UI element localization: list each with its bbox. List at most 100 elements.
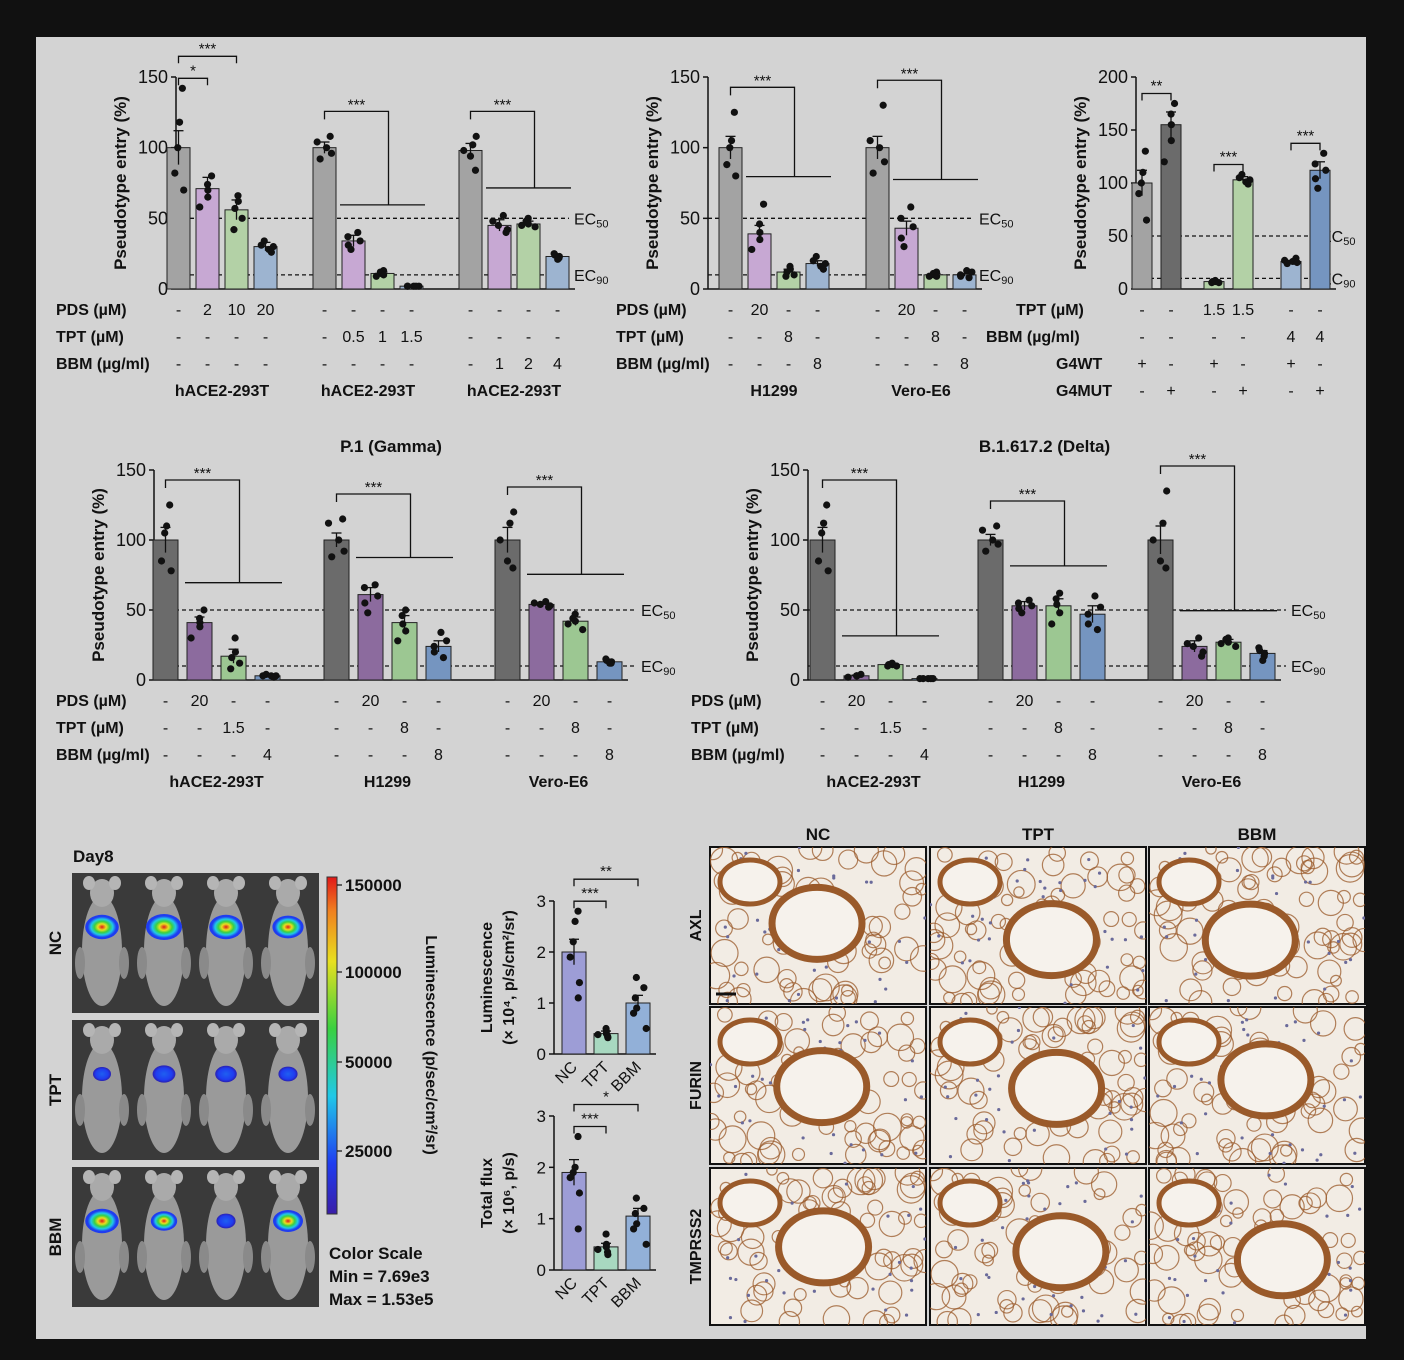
condition-value: 4 <box>1287 329 1296 346</box>
mouse-leg <box>243 1094 253 1126</box>
data-point <box>163 522 171 530</box>
alveolus <box>1192 960 1213 981</box>
nucleus <box>1015 879 1019 883</box>
data-point <box>1162 564 1170 572</box>
nucleus <box>1319 1153 1323 1157</box>
condition-value: - <box>163 747 168 764</box>
alveolus <box>1076 1015 1094 1032</box>
alveolus <box>868 947 895 974</box>
data-point <box>200 606 208 614</box>
alveolus <box>860 1031 883 1054</box>
alveolus <box>1032 1007 1054 1028</box>
data-point <box>340 547 348 555</box>
data-point <box>1311 175 1320 183</box>
data-point <box>267 248 275 256</box>
sig-label: *** <box>581 885 599 902</box>
alveolus <box>1271 1140 1298 1164</box>
alveolus <box>1028 1299 1053 1324</box>
condition-value: - <box>1317 302 1322 319</box>
nucleus <box>919 1207 923 1211</box>
condition-value: - <box>757 329 762 346</box>
data-point <box>818 529 826 537</box>
alveolus <box>1251 847 1273 868</box>
cell-line-label: H1299 <box>364 774 411 791</box>
data-point <box>466 152 475 160</box>
nucleus <box>923 916 926 920</box>
nucleus <box>1156 1094 1160 1098</box>
sig-bracket <box>177 77 209 86</box>
condition-value: - <box>555 329 560 346</box>
alveolus <box>930 931 954 960</box>
nucleus <box>919 1095 923 1099</box>
nucleus <box>812 968 816 972</box>
luminescence-signal <box>152 1065 176 1083</box>
nucleus <box>1353 1151 1357 1155</box>
condition-value: - <box>205 356 210 373</box>
nucleus <box>1123 1259 1128 1263</box>
nucleus <box>744 1172 748 1176</box>
nucleus <box>1165 935 1169 939</box>
alveolus <box>783 1298 803 1318</box>
data-point <box>316 155 324 163</box>
nucleus <box>1058 1202 1062 1206</box>
y-tick-label: 100 <box>670 138 700 158</box>
bronchiole <box>1233 1220 1331 1300</box>
mouse-ear <box>109 1170 121 1184</box>
data-point <box>629 1009 638 1017</box>
data-point <box>879 101 887 109</box>
alveolus <box>930 922 945 944</box>
nucleus <box>777 1268 781 1273</box>
data-point <box>178 84 186 92</box>
nucleus <box>1141 968 1145 973</box>
alveolus <box>710 1082 725 1104</box>
data-point <box>1056 589 1064 597</box>
bar-group <box>487 211 512 290</box>
colorbar-tick-label: 50000 <box>345 1053 392 1072</box>
condition-value: 20 <box>362 693 380 710</box>
alveolus <box>1295 855 1313 872</box>
nucleus <box>1124 1152 1129 1156</box>
alveolus <box>1313 927 1332 946</box>
data-point <box>1198 652 1206 660</box>
condition-value: - <box>1022 720 1027 737</box>
mouse-ear <box>145 876 157 890</box>
mouse-leg <box>305 1241 315 1273</box>
mouse <box>137 1023 191 1153</box>
data-point <box>180 186 188 194</box>
alveolus <box>1336 1252 1353 1269</box>
alveolus <box>1018 1168 1043 1181</box>
data-point <box>640 1204 648 1212</box>
nucleus <box>846 1024 850 1028</box>
alveolus <box>812 1168 834 1189</box>
condition-value: - <box>1168 329 1173 346</box>
chart-F: 0 1 2 3 Luminescence (× 10⁴, p/s/cm²/sr) *****… <box>479 863 656 1095</box>
condition-value: - <box>820 693 825 710</box>
nucleus <box>884 1308 888 1312</box>
alveolus <box>1013 886 1025 898</box>
nucleus <box>1103 929 1107 934</box>
data-point <box>884 662 892 670</box>
data-point <box>1084 620 1092 628</box>
alveolus <box>997 1289 1017 1310</box>
data-point <box>571 617 579 625</box>
alveolus <box>778 1310 801 1325</box>
alveolus <box>753 956 780 984</box>
alveolus <box>874 1248 893 1267</box>
condition-value: - <box>786 356 791 373</box>
data-point <box>380 271 388 279</box>
alveolus <box>1301 847 1325 870</box>
colorbar-tick-label: 25000 <box>345 1142 392 1161</box>
bar-group <box>1203 276 1225 290</box>
alveolus <box>868 915 892 939</box>
alveolus <box>1121 911 1137 928</box>
alveolus <box>1093 1188 1106 1201</box>
sig-label: *** <box>194 465 212 482</box>
condition-value: - <box>231 693 236 710</box>
nucleus <box>1087 857 1091 862</box>
data-point <box>187 634 195 642</box>
alveolus <box>1292 1007 1318 1024</box>
alveolus <box>1117 884 1136 902</box>
alveolus <box>832 980 859 1004</box>
nucleus <box>818 1039 822 1044</box>
condition-label: TPT (µM) <box>691 720 759 737</box>
